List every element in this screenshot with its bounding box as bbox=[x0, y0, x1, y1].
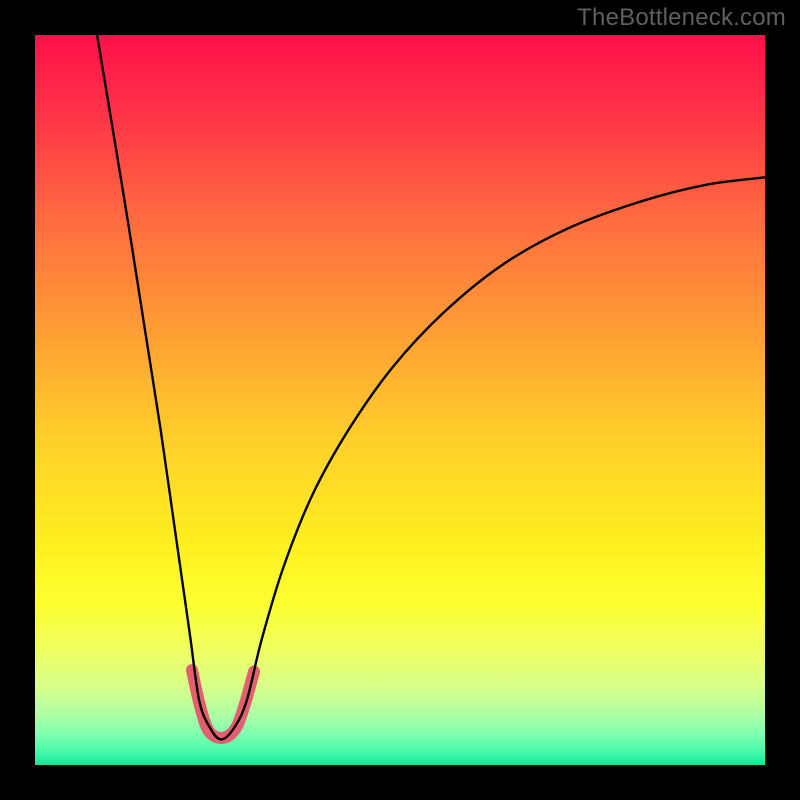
bottleneck-chart bbox=[0, 0, 800, 800]
plot-background-gradient bbox=[35, 35, 765, 765]
chart-root: TheBottleneck.com bbox=[0, 0, 800, 800]
watermark-text: TheBottleneck.com bbox=[577, 4, 786, 32]
